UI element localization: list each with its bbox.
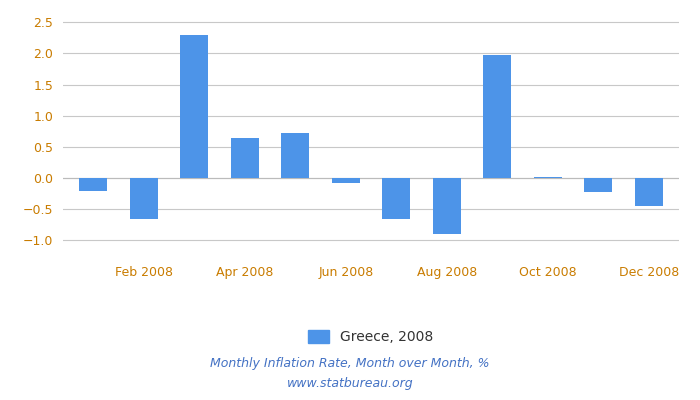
Bar xyxy=(635,178,663,206)
Bar xyxy=(584,178,612,192)
Bar xyxy=(433,178,461,234)
Bar xyxy=(231,138,259,178)
Legend: Greece, 2008: Greece, 2008 xyxy=(303,325,439,350)
Bar xyxy=(130,178,158,218)
Text: www.statbureau.org: www.statbureau.org xyxy=(287,378,413,390)
Text: Monthly Inflation Rate, Month over Month, %: Monthly Inflation Rate, Month over Month… xyxy=(210,358,490,370)
Bar xyxy=(382,178,410,218)
Bar xyxy=(534,177,561,178)
Bar xyxy=(483,55,511,178)
Bar xyxy=(79,178,107,190)
Bar xyxy=(281,133,309,178)
Bar xyxy=(181,35,208,178)
Bar xyxy=(332,178,360,183)
